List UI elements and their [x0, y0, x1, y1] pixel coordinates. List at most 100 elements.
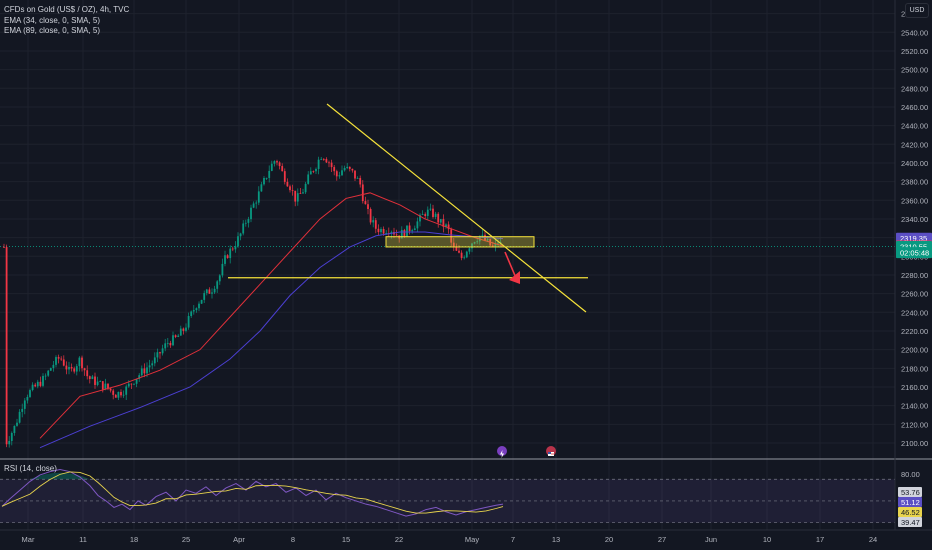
candle — [55, 357, 57, 365]
candle — [49, 368, 52, 371]
candle — [478, 235, 481, 242]
candle — [244, 222, 247, 224]
candle — [179, 328, 182, 336]
ema34-legend: EMA (34, close, 0, SMA, 5) — [4, 16, 101, 25]
candle — [447, 224, 450, 230]
candle — [75, 366, 78, 372]
candle — [328, 162, 330, 164]
candle — [23, 400, 26, 409]
x-tick-label: 27 — [658, 535, 666, 544]
candle — [260, 184, 263, 192]
candle — [81, 357, 83, 369]
candle — [265, 177, 268, 179]
candle — [107, 383, 109, 389]
candle — [460, 252, 463, 259]
candle — [88, 376, 91, 379]
candle — [471, 243, 473, 249]
candle — [369, 209, 372, 223]
x-tick-label: 24 — [869, 535, 877, 544]
candle — [320, 158, 323, 160]
candle — [125, 386, 128, 395]
y-tick-label: 2220.00 — [901, 327, 928, 336]
projection-arrow-shaft[interactable] — [504, 251, 517, 279]
time-axis[interactable]: Mar 11 18 25 Apr 8 15 22 May 7 13 20 27 Jun 10 17 24 — [22, 535, 878, 544]
candle — [78, 357, 81, 367]
candle — [231, 248, 234, 250]
rsi-pane[interactable] — [0, 468, 895, 523]
candle — [411, 230, 414, 232]
candle — [312, 171, 315, 173]
candle — [263, 178, 265, 185]
ema89-legend: EMA (89, close, 0, SMA, 5) — [4, 26, 101, 35]
candle — [182, 328, 185, 331]
candle — [437, 213, 440, 223]
y-tick-label: 2380.00 — [901, 178, 928, 187]
candle — [21, 408, 24, 412]
price-pane[interactable] — [0, 103, 895, 449]
candle — [354, 170, 356, 179]
candle — [122, 394, 125, 396]
candle — [148, 365, 151, 368]
rsi-tick-label: 80.00 — [901, 470, 920, 479]
lightning-event-icon[interactable] — [497, 446, 507, 458]
candle — [229, 248, 232, 259]
candle — [31, 384, 34, 391]
candle — [421, 214, 424, 215]
price-axis[interactable]: 2100.00 2120.00 2140.00 2160.00 2180.00 2200.… — [894, 0, 932, 530]
candle — [439, 219, 442, 223]
candle — [333, 167, 336, 172]
rsi-tick-label: 53.76 — [901, 488, 920, 497]
candle — [130, 383, 133, 385]
candle — [283, 171, 286, 182]
candle — [138, 375, 141, 379]
candle — [276, 161, 278, 163]
candle — [156, 352, 159, 358]
price-label-box — [896, 247, 932, 259]
candle — [346, 166, 349, 169]
candle — [143, 368, 146, 374]
candle — [172, 335, 174, 346]
candle — [91, 376, 94, 379]
candle — [380, 229, 382, 233]
y-tick-label: 2260.00 — [901, 290, 928, 299]
candle — [465, 251, 468, 258]
candle — [42, 375, 44, 386]
candle — [497, 242, 499, 244]
candle — [286, 181, 289, 187]
x-tick-label: 8 — [291, 535, 295, 544]
supply-zone[interactable] — [385, 236, 535, 248]
candle — [200, 299, 203, 304]
candle — [278, 162, 281, 167]
x-tick-label: 17 — [816, 535, 824, 544]
candle — [237, 236, 239, 247]
rsi-line — [1, 468, 504, 517]
candle — [3, 246, 5, 248]
candle — [16, 422, 18, 426]
us-flag-event-icon[interactable] — [546, 446, 556, 456]
candle — [307, 174, 310, 184]
candle — [174, 335, 177, 337]
y-tick-label: 2500.00 — [901, 66, 928, 75]
candle — [211, 292, 213, 294]
x-tick-label: 18 — [130, 535, 138, 544]
candle — [455, 246, 458, 251]
candle — [239, 233, 242, 237]
candle — [426, 209, 429, 216]
currency-button[interactable]: USD — [905, 3, 929, 18]
candle — [133, 383, 135, 385]
candle — [151, 363, 154, 366]
rsi-label-box — [898, 507, 922, 517]
candle — [218, 275, 221, 282]
candle — [117, 391, 120, 398]
y-tick-label: 2340.00 — [901, 215, 928, 224]
candle — [317, 159, 320, 169]
candle — [242, 223, 245, 234]
y-tick-label: 2180.00 — [901, 364, 928, 373]
candle — [385, 233, 388, 234]
projection-arrow-head[interactable] — [509, 271, 520, 284]
candle — [70, 367, 73, 369]
candle — [499, 241, 502, 243]
candle — [112, 390, 115, 395]
candle — [104, 383, 107, 390]
